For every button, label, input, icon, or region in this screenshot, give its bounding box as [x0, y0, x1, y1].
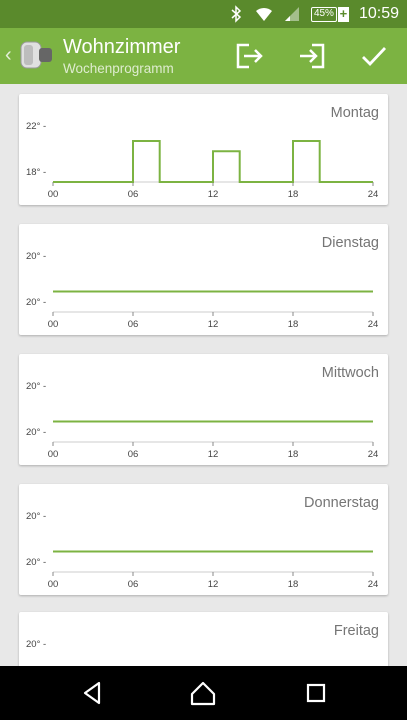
- x-label: 12: [207, 579, 219, 590]
- day-card-thursday[interactable]: Donnerstag 20° - 20° - 00 06 12 18 24: [19, 484, 388, 595]
- day-card-monday[interactable]: Montag 22° - 18° - 00 06 12 18 24: [19, 94, 388, 205]
- bluetooth-icon: [231, 5, 242, 23]
- x-label: 24: [367, 449, 379, 460]
- x-label: 24: [367, 579, 379, 590]
- y-label-bottom: 18° -: [26, 167, 47, 178]
- checkmark-icon: [362, 47, 387, 67]
- app-bar: ‹ Wohnzimmer Wochenprogramm: [0, 28, 407, 84]
- x-label: 12: [207, 449, 219, 460]
- x-label: 18: [287, 189, 299, 200]
- status-bar: 45% + 10:59: [0, 0, 407, 28]
- wifi-icon: [255, 7, 272, 21]
- back-chevron-icon[interactable]: ‹: [5, 44, 12, 66]
- x-label: 24: [367, 189, 379, 200]
- x-label: 00: [47, 449, 59, 460]
- recents-nav-icon[interactable]: [301, 678, 331, 708]
- back-nav-icon[interactable]: [77, 678, 107, 708]
- day-label: Donnerstag: [304, 495, 379, 511]
- y-label-top: 22° -: [26, 121, 47, 132]
- x-label: 00: [47, 319, 59, 330]
- x-label: 24: [367, 319, 379, 330]
- x-label: 12: [207, 319, 219, 330]
- export-icon: [236, 43, 263, 69]
- x-label: 00: [47, 579, 59, 590]
- x-label: 18: [287, 579, 299, 590]
- y-label-bottom: 20° -: [26, 557, 47, 568]
- day-chart: [52, 290, 374, 316]
- x-label: 18: [287, 449, 299, 460]
- y-label-bottom: 20° -: [26, 297, 47, 308]
- day-chart: [19, 612, 388, 666]
- navigation-bar: [0, 666, 407, 720]
- status-time: 10:59: [358, 5, 399, 22]
- battery-level: 45%: [310, 6, 337, 22]
- x-label: 12: [207, 189, 219, 200]
- day-label: Montag: [330, 105, 379, 121]
- export-button[interactable]: [231, 38, 267, 74]
- import-button[interactable]: [294, 38, 330, 74]
- x-label: 06: [127, 189, 139, 200]
- week-schedule-list[interactable]: Montag 22° - 18° - 00 06 12 18 24 Dienst…: [0, 84, 407, 666]
- temperature-schedule-line: [53, 140, 373, 183]
- day-card-tuesday[interactable]: Dienstag 20° - 20° - 00 06 12 18 24: [19, 224, 388, 335]
- home-nav-icon[interactable]: [188, 678, 218, 708]
- day-label: Mittwoch: [321, 365, 379, 381]
- day-label: Dienstag: [321, 235, 379, 251]
- page-title: Wohnzimmer: [63, 36, 181, 58]
- import-icon: [300, 43, 325, 69]
- day-chart: [52, 140, 374, 186]
- y-label-top: 20° -: [26, 251, 47, 262]
- day-card-wednesday[interactable]: Mittwoch 20° - 20° - 00 06 12 18 24: [19, 354, 388, 465]
- day-chart: [52, 550, 374, 576]
- y-label-top: 20° -: [26, 381, 47, 392]
- y-label-top: 20° -: [26, 511, 47, 522]
- y-label-bottom: 20° -: [26, 427, 47, 438]
- day-card-friday[interactable]: Freitag 20° -: [19, 612, 388, 666]
- x-label: 06: [127, 449, 139, 460]
- charging-icon: +: [337, 5, 349, 22]
- x-label: 06: [127, 579, 139, 590]
- day-label: Freitag: [333, 623, 379, 639]
- x-label: 00: [47, 189, 59, 200]
- x-label: 18: [287, 319, 299, 330]
- day-chart: [52, 420, 374, 446]
- page-subtitle: Wochenprogramm: [63, 61, 174, 76]
- x-label: 06: [127, 319, 139, 330]
- battery-indicator: 45% +: [310, 5, 349, 22]
- confirm-button[interactable]: [356, 38, 392, 74]
- thermostat-icon[interactable]: [18, 38, 54, 74]
- y-label-top: 20° -: [26, 639, 47, 650]
- signal-icon: [284, 7, 299, 21]
